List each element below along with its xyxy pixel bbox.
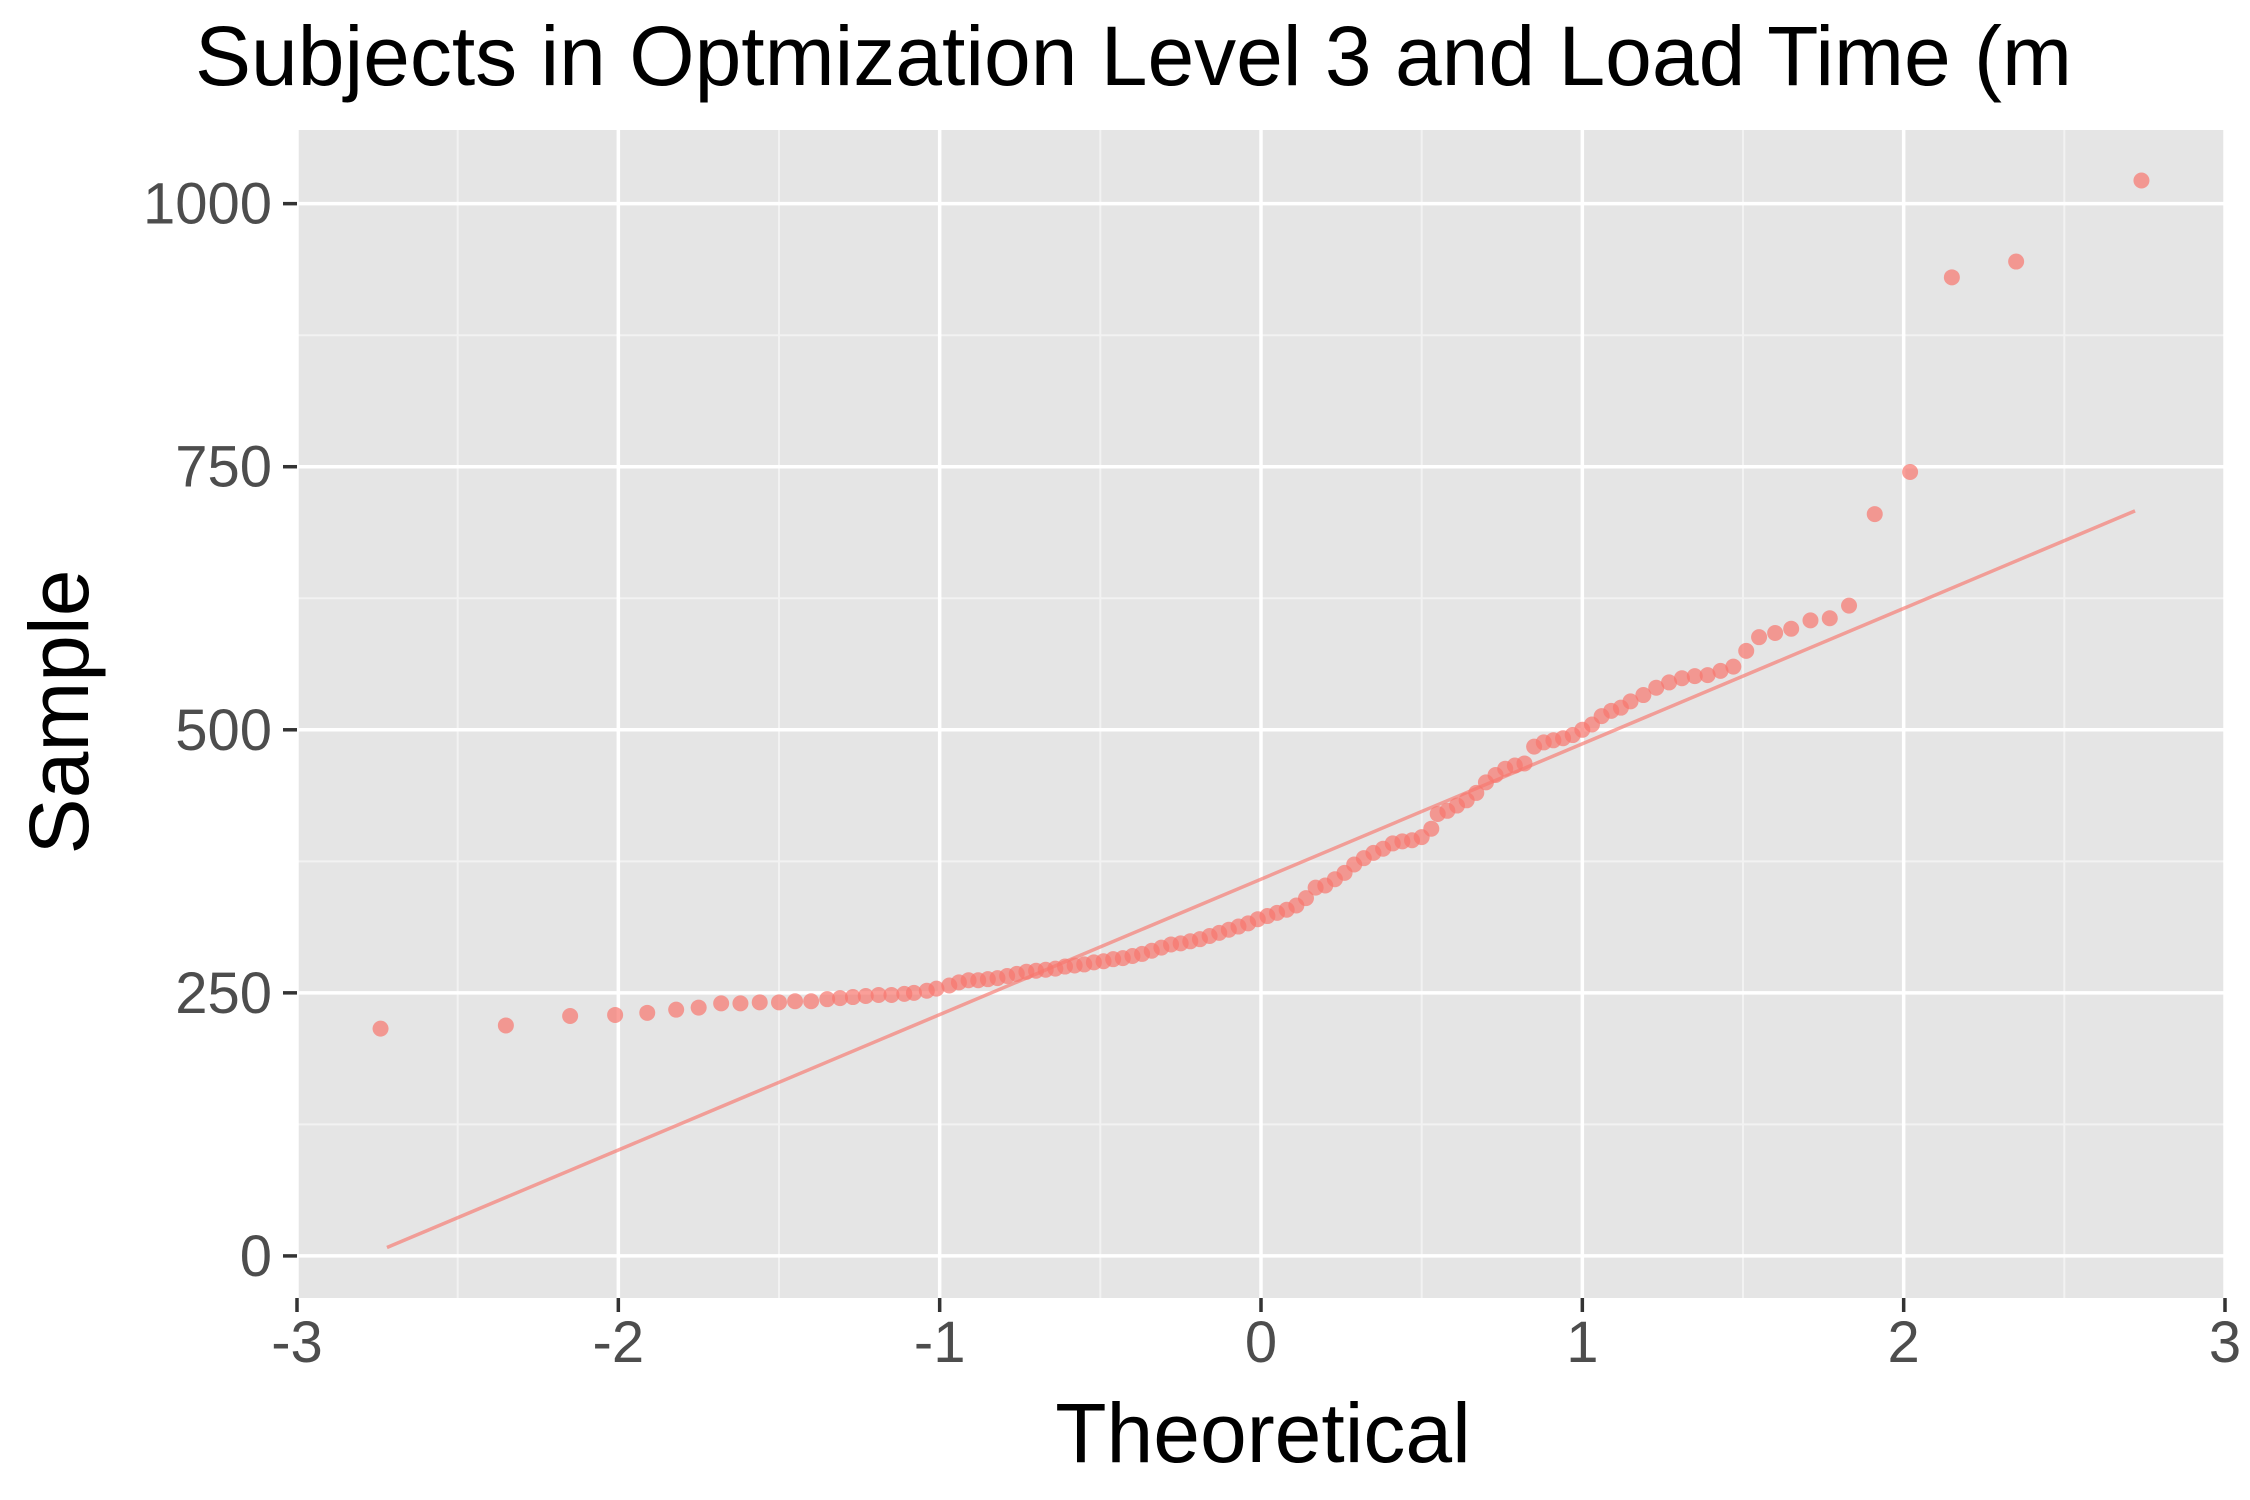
x-axis-ticks: -3 -2 -1 0 1 2 3 bbox=[271, 1298, 2241, 1375]
data-point bbox=[1635, 687, 1652, 704]
data-point bbox=[668, 1001, 685, 1018]
data-point bbox=[1712, 662, 1729, 679]
data-point bbox=[639, 1004, 656, 1021]
data-point bbox=[1648, 679, 1665, 696]
data-point bbox=[771, 994, 787, 1011]
x-tick-label: -2 bbox=[593, 1310, 645, 1375]
data-point bbox=[844, 989, 861, 1006]
y-tick-label: 0 bbox=[240, 1224, 272, 1289]
x-tick-label: 3 bbox=[2209, 1310, 2241, 1375]
data-point bbox=[1751, 629, 1768, 646]
data-point bbox=[857, 988, 874, 1005]
data-point bbox=[1866, 506, 1883, 523]
data-point bbox=[1622, 693, 1639, 710]
data-point bbox=[1767, 624, 1784, 641]
data-point bbox=[1841, 597, 1858, 614]
data-point bbox=[1686, 668, 1703, 685]
y-tick-label: 250 bbox=[175, 961, 272, 1026]
data-point bbox=[562, 1007, 579, 1024]
data-point bbox=[751, 994, 768, 1011]
x-tick-label: -3 bbox=[271, 1310, 323, 1375]
data-point bbox=[1468, 784, 1485, 801]
data-point bbox=[1661, 674, 1678, 691]
data-point bbox=[1821, 610, 1838, 627]
data-point bbox=[905, 984, 922, 1001]
data-point bbox=[1673, 670, 1690, 687]
data-point bbox=[819, 991, 836, 1008]
data-point bbox=[1699, 667, 1716, 684]
sample-points bbox=[372, 172, 2150, 1037]
data-point bbox=[607, 1006, 624, 1023]
data-point bbox=[2133, 172, 2150, 189]
data-point bbox=[1943, 269, 1960, 286]
data-point bbox=[497, 1017, 514, 1034]
data-point bbox=[1783, 620, 1800, 637]
data-point bbox=[1516, 755, 1533, 772]
y-tick-label: 750 bbox=[175, 435, 272, 500]
data-point bbox=[870, 986, 887, 1003]
data-point bbox=[1725, 658, 1742, 675]
data-point bbox=[803, 993, 820, 1010]
x-axis-title: Theoretical bbox=[1055, 1386, 1471, 1480]
x-tick-label: 2 bbox=[1888, 1310, 1920, 1375]
y-tick-label: 500 bbox=[175, 698, 272, 763]
data-point bbox=[1902, 463, 1919, 480]
data-point bbox=[690, 999, 707, 1016]
data-point bbox=[1423, 820, 1440, 837]
x-tick-label: -1 bbox=[914, 1310, 966, 1375]
reference-line bbox=[386, 509, 2136, 1250]
chart-title: Subjects in Optmization Level 3 and Load… bbox=[195, 9, 2072, 103]
data-point bbox=[372, 1020, 389, 1037]
x-tick-label: 0 bbox=[1245, 1310, 1277, 1375]
major-gridlines bbox=[295, 130, 2227, 1298]
data-point bbox=[883, 986, 900, 1003]
y-axis-ticks: 0 250 500 750 1000 bbox=[143, 172, 297, 1289]
y-tick-label: 1000 bbox=[143, 172, 272, 237]
x-tick-label: 1 bbox=[1566, 1310, 1598, 1375]
data-point bbox=[1738, 642, 1755, 659]
data-point bbox=[787, 993, 804, 1010]
data-point bbox=[832, 990, 849, 1007]
data-point bbox=[928, 980, 945, 997]
data-point bbox=[2008, 253, 2025, 270]
y-axis-title: Sample bbox=[12, 570, 106, 855]
data-point bbox=[1802, 612, 1819, 629]
data-point bbox=[732, 995, 749, 1012]
data-point bbox=[1297, 890, 1314, 907]
data-point bbox=[713, 995, 730, 1012]
